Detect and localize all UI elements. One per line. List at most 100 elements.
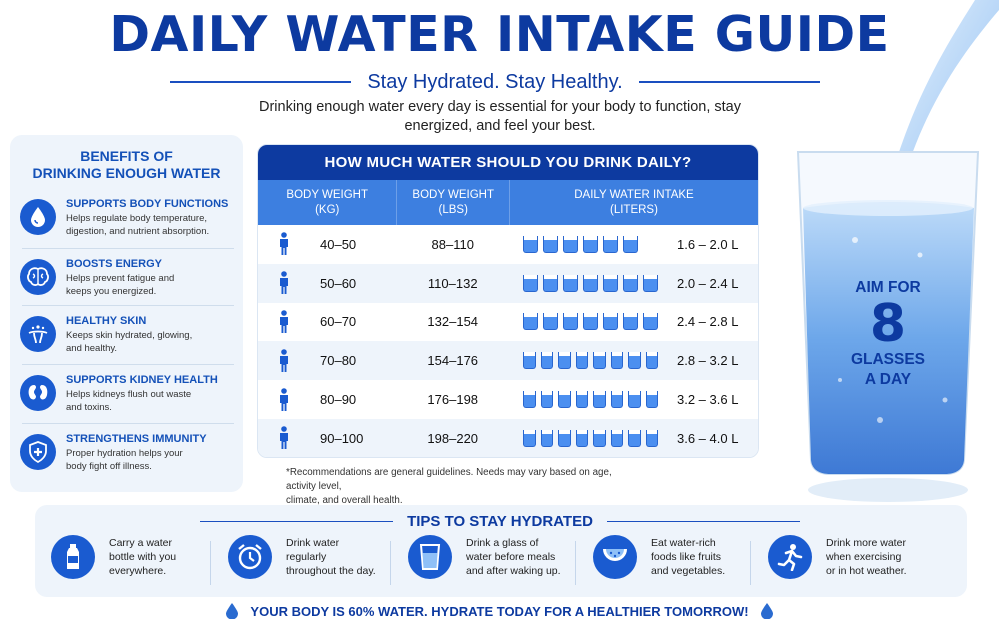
- liters-value: 1.6 – 2.0 L: [677, 236, 739, 252]
- cell-lbs: 198–220: [427, 430, 479, 446]
- skin-icon: [20, 316, 56, 352]
- footer-text: YOUR BODY IS 60% WATER. HYDRATE TODAY FO…: [250, 603, 749, 619]
- tip-item: Drink water regularly throughout the day.: [228, 535, 376, 579]
- glass-count: [523, 274, 663, 292]
- glass-icon: [583, 313, 598, 331]
- glass-icon: [610, 352, 623, 370]
- tip-text: Drink more water when exercising or in hot…: [826, 537, 907, 577]
- benefits-title-line2: DRINKING ENOUGH WATER: [32, 165, 221, 181]
- tip-item: Eat water-rich foods like fruits and veget…: [593, 535, 725, 579]
- divider: [170, 81, 352, 83]
- tip-text: Drink a glass of water before meals and af…: [466, 537, 561, 577]
- subtitle: Stay Hydrated. Stay Healthy.: [367, 70, 623, 93]
- benefit-item: STRENGTHENS IMMUNITY Proper hydration he…: [20, 426, 235, 482]
- tip-item: Carry a water bottle with you everywhere.: [51, 535, 176, 579]
- brain-icon: [20, 259, 56, 295]
- intro-text: Drinking enough water every day is essen…: [259, 99, 741, 134]
- glass-icon: [628, 352, 641, 370]
- glass-icon: [645, 429, 658, 447]
- column-header-liters: DAILY WATER INTAKE (LITERS): [508, 180, 758, 225]
- table-row: 90–100 198–220 3.6 – 4.0 L: [258, 418, 758, 457]
- glass-icon: [523, 352, 536, 370]
- glass-count: [523, 391, 663, 409]
- glass-icon: [610, 391, 623, 409]
- cell-kg: 50–60: [258, 271, 396, 295]
- divider: [22, 305, 234, 306]
- cell-liters: 3.2 – 3.6 L: [509, 391, 758, 409]
- column-header-lbs: BODY WEIGHT (LBS): [396, 180, 509, 225]
- glass-icon: [610, 429, 623, 447]
- table-body: 40–50 88–110 1.6 – 2.0 L 50–60 110–132 2.0 – …: [258, 225, 758, 457]
- benefit-title: HEALTHY SKIN: [66, 315, 147, 327]
- glass-icon: [558, 352, 571, 370]
- glass-icon: [593, 391, 606, 409]
- glass-count: [523, 313, 663, 331]
- tip-text: Eat water-rich foods like fruits and veget…: [651, 537, 726, 577]
- table-row: 40–50 88–110 1.6 – 2.0 L: [258, 225, 758, 264]
- kg-value: 50–60: [320, 275, 357, 291]
- glass-icon: [543, 313, 558, 331]
- glass-icon: [523, 274, 538, 292]
- benefit-title: BOOSTS ENERGY: [66, 258, 162, 270]
- glass-icon: [643, 274, 658, 292]
- glass-icon: [523, 429, 536, 447]
- liters-value: 2.8 – 3.2 L: [677, 353, 739, 369]
- glass-count: [523, 352, 663, 370]
- glass-icon: [523, 391, 536, 409]
- divider: [22, 423, 234, 424]
- glass-icon: [603, 235, 618, 253]
- benefit-desc: Proper hydration helps your body fight of…: [66, 448, 183, 472]
- person-icon: [280, 348, 288, 372]
- benefits-title: BENEFITS OF DRINKING ENOUGH WATER: [10, 148, 243, 182]
- table-row: 80–90 176–198 3.2 – 3.6 L: [258, 380, 758, 419]
- cell-liters: 2.0 – 2.4 L: [509, 274, 758, 292]
- glass-icon: [645, 352, 658, 370]
- person-icon: [280, 426, 288, 450]
- water-drop-icon: [226, 603, 239, 619]
- divider: [22, 364, 234, 365]
- benefit-item: BOOSTS ENERGY Helps prevent fatigue and k…: [20, 251, 235, 307]
- cell-kg: 80–90: [258, 387, 396, 412]
- glass-icon: [543, 235, 558, 253]
- glass-icon: [540, 391, 553, 409]
- glass-icon: [623, 313, 638, 331]
- divider: [606, 520, 800, 523]
- liters-value: 3.6 – 4.0 L: [677, 430, 739, 446]
- kg-value: 70–80: [320, 353, 357, 369]
- glass-icon: [540, 352, 553, 370]
- glass-icon: [523, 235, 538, 253]
- liters-value: 3.2 – 3.6 L: [677, 392, 739, 408]
- watermelon-icon: [593, 535, 637, 579]
- divider: [200, 520, 394, 523]
- kg-value: 80–90: [320, 392, 357, 408]
- benefit-item: HEALTHY SKIN Keeps skin hydrated, glowin…: [20, 308, 235, 364]
- person-icon: [280, 271, 288, 295]
- alarm-clock-icon: [228, 535, 272, 579]
- glass-icon: [628, 391, 641, 409]
- table-row: 50–60 110–132 2.0 – 2.4 L: [258, 263, 758, 303]
- tips-title-row: TIPS TO STAY HYDRATED: [200, 513, 800, 530]
- cell-kg: 70–80: [258, 348, 396, 373]
- water-bottle-icon: [51, 535, 95, 579]
- benefit-item: SUPPORTS KIDNEY HEALTH Helps kidneys flu…: [20, 367, 235, 423]
- table-row: 60–70 132–154 2.4 – 2.8 L: [258, 303, 758, 342]
- benefit-desc: Helps prevent fatigue and keeps you energ…: [66, 273, 175, 297]
- water-glass-illustration: [796, 0, 999, 502]
- kg-value: 60–70: [320, 314, 357, 330]
- shield-plus-icon: [20, 434, 56, 470]
- glass-icon: [563, 274, 578, 292]
- benefits-title-line1: BENEFITS OF: [80, 148, 173, 164]
- glass-icon: [583, 274, 598, 292]
- tip-item: Drink a glass of water before meals and af…: [408, 535, 561, 579]
- kg-value: 40–50: [320, 236, 357, 252]
- benefit-title: SUPPORTS KIDNEY HEALTH: [66, 374, 218, 386]
- glass-icon: [523, 313, 538, 331]
- glass-icon: [628, 429, 641, 447]
- cell-lbs: 88–110: [431, 236, 474, 252]
- benefit-desc: Keeps skin hydrated, glowing, and healthy…: [66, 330, 193, 354]
- glass-count: [523, 235, 663, 253]
- benefit-desc: Helps kidneys flush out waste and toxins.: [66, 389, 192, 413]
- divider: [390, 541, 391, 585]
- divider: [750, 541, 751, 585]
- divider: [210, 541, 211, 585]
